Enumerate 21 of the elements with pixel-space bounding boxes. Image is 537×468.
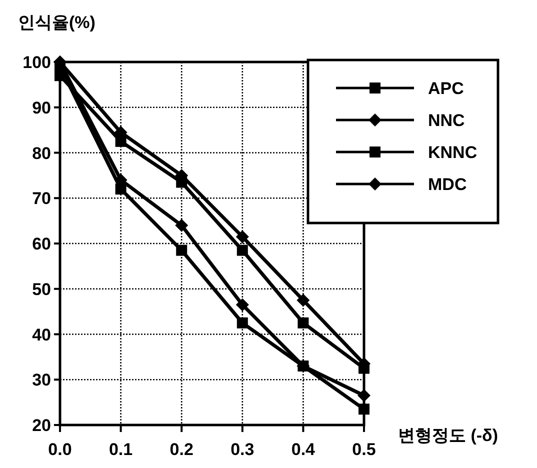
- y-axis-title: 인식율(%): [18, 13, 96, 32]
- y-tick-label: 70: [32, 189, 51, 208]
- x-tick-label: 0.5: [352, 440, 376, 459]
- legend-label: MDC: [428, 175, 467, 194]
- x-tick-label: 0.1: [108, 440, 133, 459]
- y-tick-label: 100: [22, 53, 51, 72]
- y-tick-label: 80: [32, 144, 51, 163]
- y-tick-label: 20: [32, 416, 51, 435]
- x-tick-label: 0.0: [48, 440, 72, 459]
- x-tick-label: 0.2: [170, 440, 194, 459]
- y-tick-label: 30: [32, 370, 51, 390]
- y-tick-label: 50: [32, 280, 51, 299]
- x-axis-title: 변형정도 (-δ): [398, 426, 498, 445]
- x-tick-label: 0.3: [230, 440, 254, 459]
- y-tick-label: 40: [32, 325, 51, 344]
- x-tick-label: 0.4: [291, 440, 316, 459]
- legend-label: APC: [428, 79, 464, 98]
- y-tick-label: 60: [32, 234, 51, 254]
- y-tick-label: 90: [32, 98, 51, 118]
- legend-label: KNNC: [428, 143, 478, 162]
- legend-label: NNC: [428, 111, 465, 130]
